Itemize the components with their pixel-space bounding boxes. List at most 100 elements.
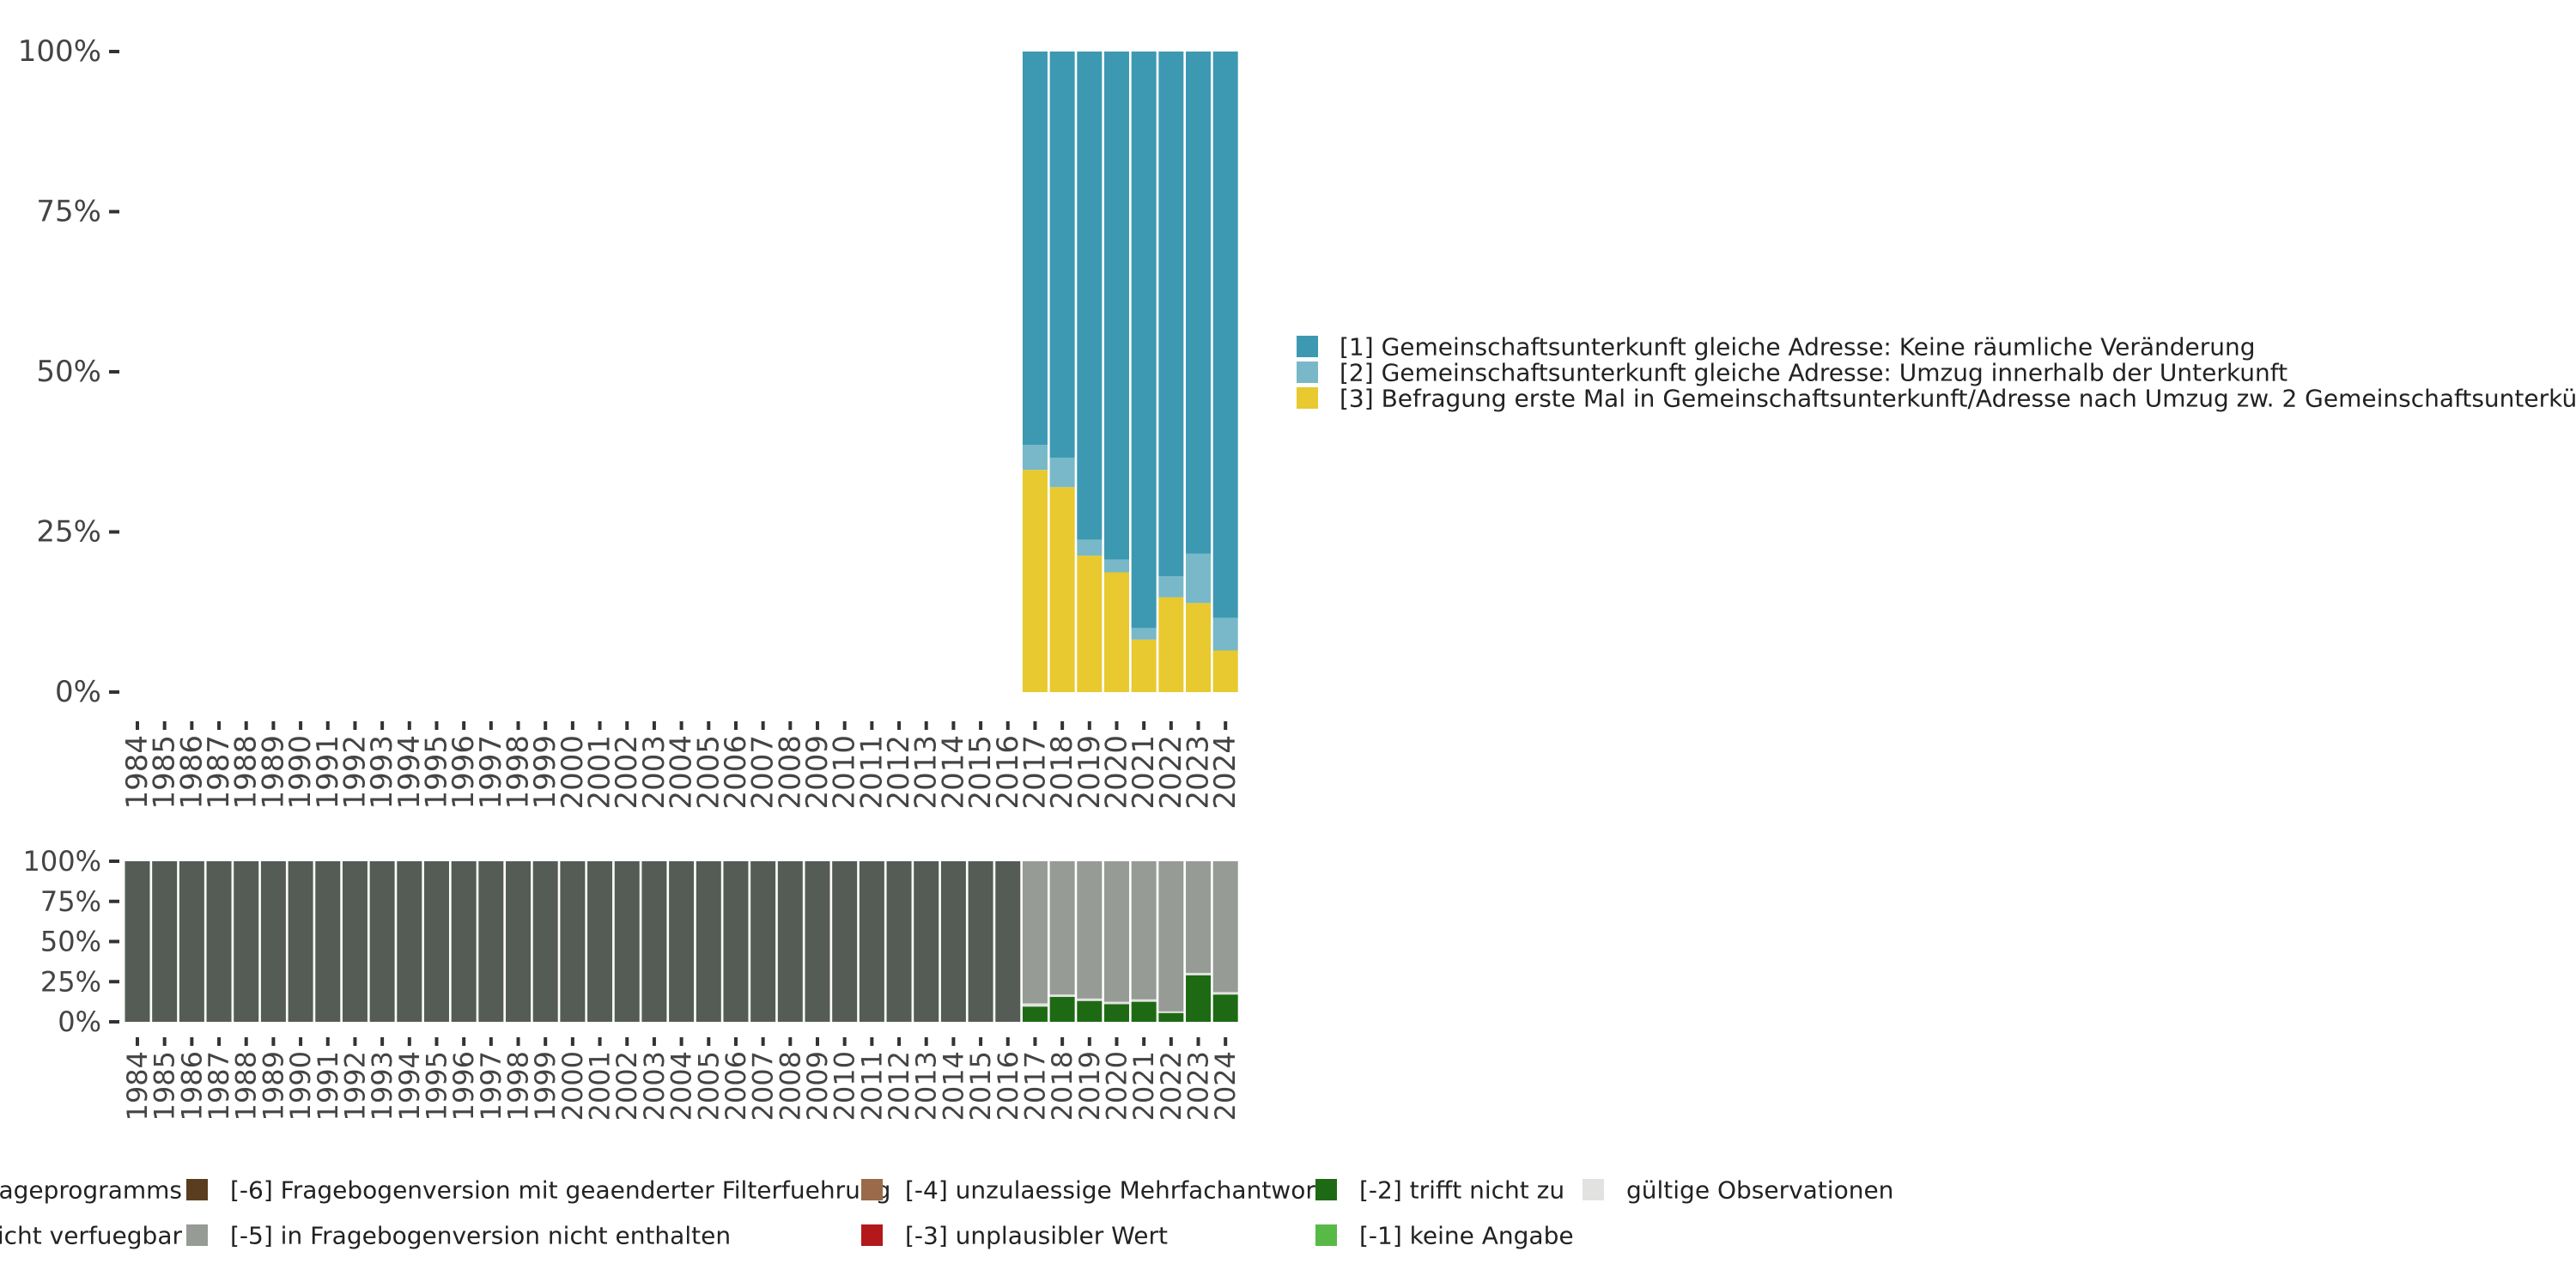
x-tick-label: 2004 [665,1051,698,1121]
x-tick-label: 2024 [1208,735,1242,810]
bar-segment [1158,861,1184,1012]
x-tick-label: 2003 [638,1051,671,1121]
legend-swatch [186,1179,208,1200]
x-tick-label: 1998 [502,1051,535,1121]
legend-swatch [1583,1179,1604,1200]
x-tick-label: 2005 [691,735,726,810]
bar-segment [206,861,232,1022]
x-tick-label: 2015 [963,735,998,810]
bar-segment [832,861,858,1022]
legend-swatch [1315,1224,1337,1246]
x-tick-label: 2002 [611,1051,643,1121]
bar-segment [1049,861,1075,995]
x-tick-label: 1994 [393,1051,426,1121]
x-tick-label: 2004 [665,735,699,810]
x-tick-label: 1998 [501,735,536,810]
bar-segment [1158,52,1184,576]
x-tick-label: 2017 [1018,1051,1051,1121]
x-tick-label: 2005 [692,1051,725,1121]
x-tick-label: 1992 [337,735,372,810]
legend-swatch [1297,387,1318,409]
x-tick-label: 1994 [392,735,427,810]
bar-segment [1131,861,1157,999]
bar-segment [1212,650,1238,692]
y-tick-label: 25% [40,965,101,998]
bar-segment [1077,998,1103,1001]
legend-label: [3] Befragung erste Mal in Gemeinschafts… [1340,385,2576,413]
bar-segment [1022,1006,1048,1022]
top-chart: 0%25%50%75%100%1984198519861987198819891… [18,34,1242,810]
bar-segment [1077,52,1103,540]
bar-segment [234,861,259,1022]
x-tick-label: 2012 [883,1051,915,1121]
x-tick-label: 2014 [937,1051,969,1121]
bar-segment [1077,539,1103,556]
x-tick-label: 2018 [1046,1051,1078,1121]
x-tick-label: 2019 [1073,1051,1106,1121]
bar-segment [1077,1000,1103,1022]
bar-segment [423,861,449,1022]
x-tick-label: 1988 [230,1051,263,1121]
y-tick-label: 75% [36,195,101,229]
bar-segment [1049,487,1075,692]
bottom-chart: 0%25%50%75%100%1984198519861987198819891… [23,845,1242,1121]
x-tick-label: 1995 [419,735,453,810]
x-tick-label: 2012 [882,735,916,810]
x-tick-label: 1991 [312,1051,344,1121]
x-tick-label: 2003 [637,735,671,810]
legend-label: [-5] in Fragebogenversion nicht enthalte… [230,1222,731,1250]
x-tick-label: 2021 [1127,1051,1160,1121]
x-tick-label: 1993 [366,1051,398,1121]
x-tick-label: 1991 [311,735,345,810]
bar-segment [723,861,749,1022]
legend-label: [-4] unzulaessige Mehrfachantwort [905,1176,1325,1205]
top-chart-legend: [1] Gemeinschaftsunterkunft gleiche Adre… [1297,333,2576,413]
bar-segment [1131,639,1157,692]
legend-label: [-3] unplausibler Wert [905,1222,1168,1250]
x-tick-label: 2009 [801,1051,834,1121]
x-tick-label: 1987 [202,735,236,810]
bar-segment [1049,52,1075,458]
bar-segment [1103,559,1129,573]
x-tick-label: 2001 [584,1051,617,1121]
y-tick-label: 0% [58,1005,101,1038]
bar-segment [1103,861,1129,1002]
x-tick-label: 2001 [583,735,617,810]
x-tick-label: 1985 [149,1051,181,1121]
x-tick-label: 2010 [829,1051,861,1121]
bar-segment [1077,861,1103,999]
x-tick-label: 1985 [148,735,182,810]
y-tick-label: 0% [55,675,101,709]
bar-segment [1131,628,1157,640]
x-tick-label: 1999 [529,1051,562,1121]
legend-swatch [1315,1179,1337,1200]
bar-segment [288,861,313,1022]
x-tick-label: 1984 [121,1051,154,1121]
x-tick-label: 2007 [746,735,781,810]
x-tick-label: 1987 [203,1051,235,1121]
legend-swatch [861,1224,883,1246]
y-tick-label: 75% [40,885,101,918]
bottom-chart-legend: [-7] Filter des Frageprogramms [-8] Frage… [0,1176,1893,1250]
x-tick-label: 2016 [991,735,1025,810]
bar-segment [1186,972,1212,975]
bar-segment [179,861,204,1022]
y-tick-label: 100% [23,845,101,878]
x-tick-label: 2016 [992,1051,1024,1121]
legend-swatch [186,1224,208,1246]
x-tick-label: 1989 [257,1051,289,1121]
x-tick-label: 2006 [720,1051,752,1121]
bar-segment [1158,1011,1184,1013]
x-tick-label: 1997 [474,735,508,810]
legend-swatch [861,1179,883,1200]
bar-segment [1212,861,1238,993]
x-tick-label: 2014 [936,735,970,810]
bar-segment [805,861,830,1022]
x-tick-label: 2011 [855,1051,888,1121]
bar-segment [1022,861,1048,1004]
x-tick-label: 2018 [1045,735,1079,810]
x-tick-label: 2009 [800,735,835,810]
x-tick-label: 1996 [447,735,481,810]
x-tick-label: 2006 [719,735,753,810]
